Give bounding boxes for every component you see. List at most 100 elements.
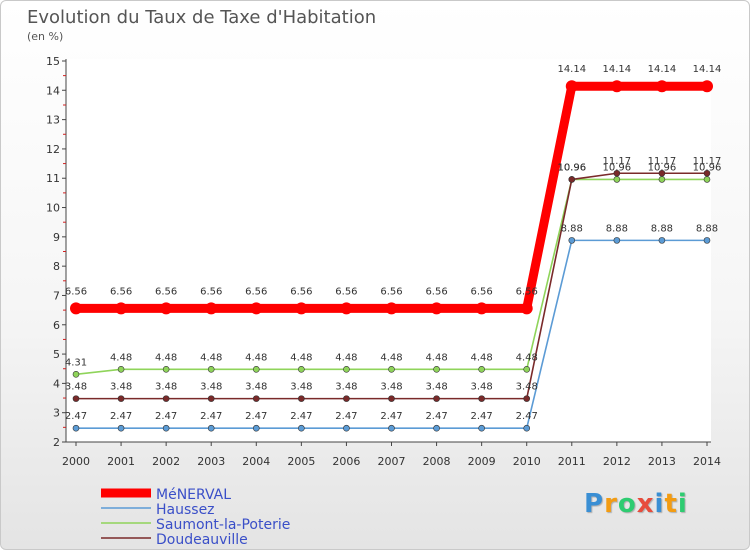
- data-point: [250, 302, 263, 315]
- data-point: [388, 395, 395, 402]
- data-point: [340, 302, 353, 315]
- data-label: 3.48: [380, 382, 402, 393]
- data-label: 3.48: [245, 382, 267, 393]
- y-tick-label: 2: [53, 436, 60, 449]
- y-tick-label: 14: [46, 84, 60, 97]
- data-point: [478, 395, 485, 402]
- data-label: 3.48: [110, 382, 132, 393]
- data-label: 2.47: [65, 411, 87, 422]
- data-label: 4.48: [516, 352, 538, 363]
- data-label: 4.48: [245, 352, 267, 363]
- data-label: 2.47: [110, 411, 132, 422]
- data-point: [205, 302, 218, 315]
- data-label: 10.96: [557, 162, 586, 173]
- data-label: 6.56: [425, 286, 447, 297]
- y-tick-label: 11: [46, 172, 60, 185]
- data-point: [523, 395, 531, 402]
- data-label: 4.48: [200, 352, 222, 363]
- data-point: [207, 424, 215, 432]
- data-label: 6.56: [245, 286, 267, 297]
- data-label: 8.88: [651, 223, 673, 234]
- logo-letter: i: [654, 489, 665, 519]
- data-label: 4.48: [425, 352, 447, 363]
- data-point: [565, 80, 578, 93]
- data-point: [388, 366, 395, 373]
- legend-label: Doudeauville: [156, 532, 248, 548]
- x-tick-label: 2004: [242, 455, 270, 468]
- data-label: 2.47: [380, 411, 402, 422]
- data-point: [117, 366, 125, 373]
- data-point: [433, 424, 440, 432]
- data-point: [568, 176, 576, 183]
- data-point: [703, 176, 711, 183]
- data-point: [433, 366, 440, 373]
- data-label: 3.48: [335, 382, 357, 393]
- legend-label: Haussez: [156, 502, 215, 518]
- data-label: 2.47: [155, 411, 177, 422]
- data-label: 4.48: [471, 352, 493, 363]
- chart-title: Evolution du Taux de Taxe d'Habitation: [27, 7, 377, 28]
- data-point: [703, 169, 711, 177]
- data-point: [70, 302, 82, 315]
- data-point: [523, 424, 531, 432]
- data-label: 2.47: [335, 411, 357, 422]
- data-point: [117, 424, 125, 432]
- proxiti-logo: Proxiti: [584, 489, 688, 519]
- data-point: [298, 366, 305, 373]
- data-point: [72, 424, 80, 432]
- x-tick-label: 2005: [287, 455, 315, 468]
- data-point: [475, 302, 488, 315]
- data-label: 6.56: [516, 286, 538, 297]
- data-point: [162, 424, 170, 432]
- logo-letter: r: [604, 489, 618, 519]
- data-label: 3.48: [155, 382, 177, 393]
- data-label: 6.56: [290, 286, 312, 297]
- data-point: [252, 424, 260, 432]
- x-tick-label: 2003: [197, 455, 225, 468]
- y-tick-label: 13: [46, 114, 60, 127]
- data-point: [478, 424, 485, 432]
- x-tick-label: 2010: [513, 455, 541, 468]
- data-point: [520, 302, 533, 315]
- x-tick-label: 2007: [378, 455, 406, 468]
- data-label: 14.14: [557, 64, 586, 75]
- data-label: 2.47: [516, 411, 538, 422]
- logo-letter: i: [677, 489, 688, 519]
- y-tick-label: 12: [46, 143, 60, 156]
- x-tick-label: 2002: [152, 455, 180, 468]
- data-point: [252, 366, 260, 373]
- data-point: [703, 237, 711, 244]
- x-tick-label: 2000: [62, 455, 90, 468]
- legend-label: Saumont-la-Poterie: [156, 517, 290, 533]
- data-label: 2.47: [290, 411, 312, 422]
- data-label: 6.56: [471, 286, 493, 297]
- data-label: 14.14: [648, 64, 677, 75]
- y-tick-label: 10: [46, 202, 60, 215]
- logo-letter: o: [617, 489, 637, 519]
- data-label: 3.48: [65, 382, 87, 393]
- data-label: 6.56: [65, 286, 87, 297]
- data-label: 3.48: [290, 382, 312, 393]
- y-tick-label: 6: [53, 319, 60, 332]
- y-tick-label: 8: [53, 260, 60, 273]
- data-point: [658, 169, 666, 177]
- data-label: 8.88: [561, 223, 583, 234]
- data-label: 8.88: [696, 223, 718, 234]
- data-point: [478, 366, 485, 373]
- data-label: 10.96: [603, 162, 632, 173]
- data-label: 10.96: [557, 162, 586, 173]
- data-point: [701, 80, 713, 93]
- data-label: 3.48: [471, 382, 493, 393]
- data-point: [385, 302, 398, 315]
- data-label: 10.96: [648, 162, 677, 173]
- data-label: 2.47: [245, 411, 267, 422]
- data-point: [613, 237, 621, 244]
- data-point: [613, 169, 621, 177]
- data-label: 4.48: [335, 352, 357, 363]
- data-point: [388, 424, 395, 432]
- data-label: 11.17: [693, 156, 722, 167]
- data-point: [207, 395, 215, 402]
- data-label: 11.17: [648, 156, 677, 167]
- legend-label: MéNERVAL: [156, 487, 231, 503]
